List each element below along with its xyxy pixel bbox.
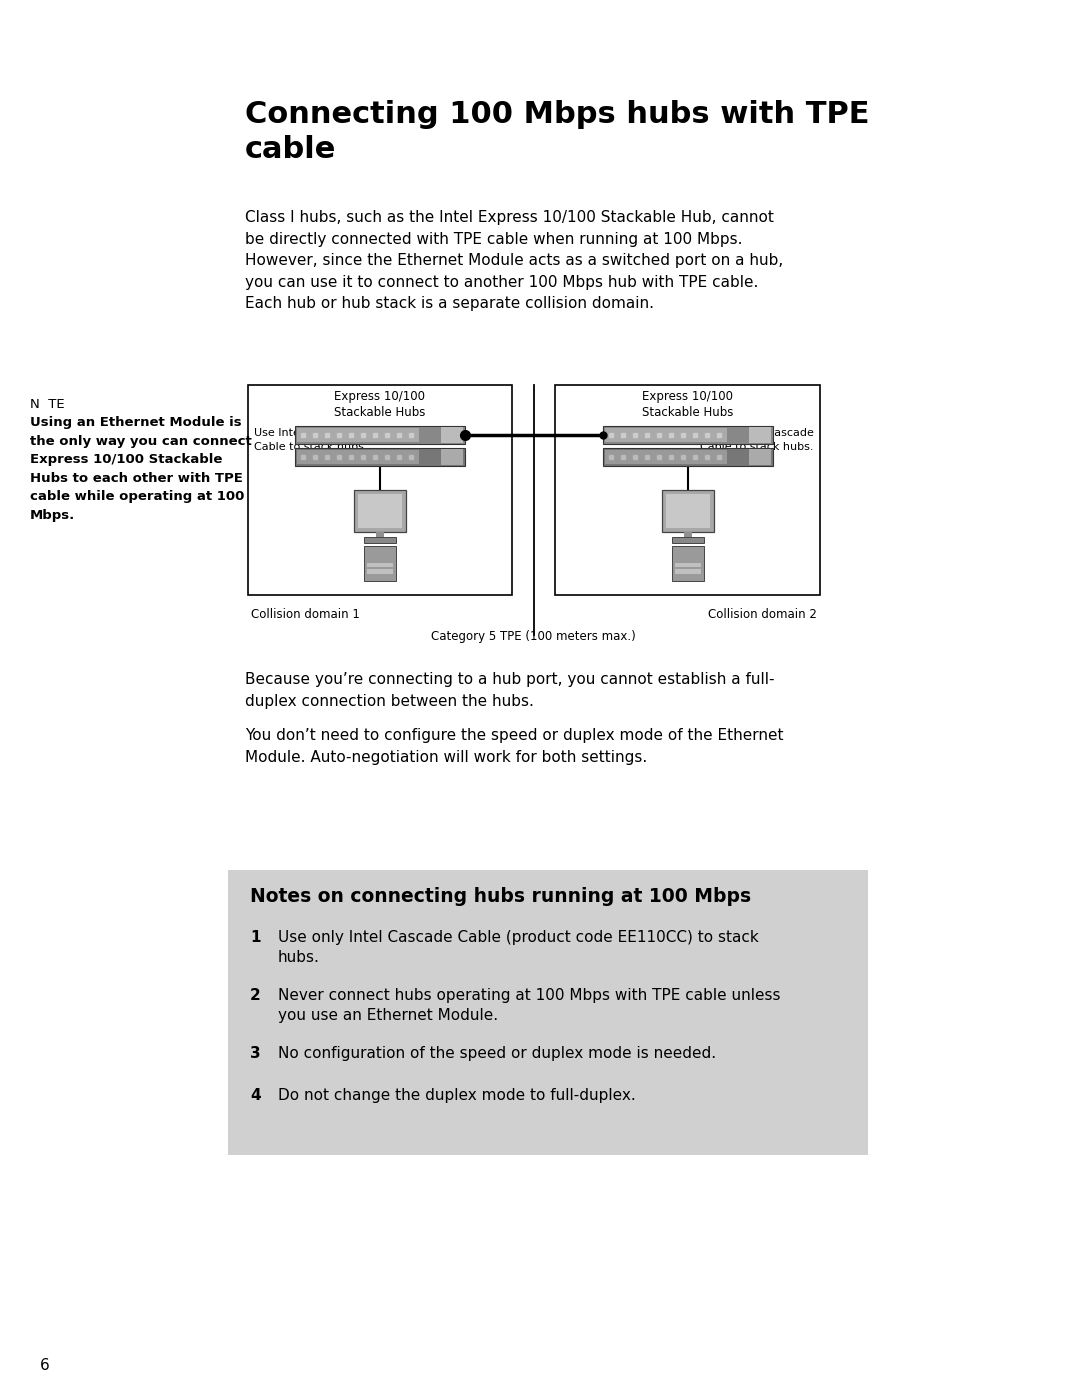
Bar xyxy=(603,426,772,444)
Bar xyxy=(684,532,691,539)
Text: 6: 6 xyxy=(40,1357,50,1373)
Text: No configuration of the speed or duplex mode is needed.: No configuration of the speed or duplex … xyxy=(278,1047,716,1060)
Text: Use Intel Cascade
Cable to stack hubs.: Use Intel Cascade Cable to stack hubs. xyxy=(254,429,367,451)
Text: You don’t need to configure the speed or duplex mode of the Ethernet
Module. Aut: You don’t need to configure the speed or… xyxy=(245,727,783,765)
Text: Express 10/100
Stackable Hubs: Express 10/100 Stackable Hubs xyxy=(642,390,733,419)
Text: N  TE: N TE xyxy=(30,398,65,411)
Bar xyxy=(295,426,465,444)
Bar xyxy=(295,448,465,466)
Bar xyxy=(376,532,384,539)
Bar xyxy=(228,870,868,1155)
Bar xyxy=(364,545,396,582)
Bar xyxy=(367,564,393,568)
Bar xyxy=(441,448,463,465)
Bar xyxy=(367,569,393,575)
Bar xyxy=(364,537,396,543)
Bar xyxy=(441,428,463,443)
Text: Never connect hubs operating at 100 Mbps with TPE cable unless
you use an Ethern: Never connect hubs operating at 100 Mbps… xyxy=(278,988,781,1023)
Bar xyxy=(605,428,727,441)
Bar xyxy=(555,384,820,595)
Bar xyxy=(748,448,770,465)
Bar xyxy=(748,428,770,443)
Text: Class I hubs, such as the Intel Express 10/100 Stackable Hub, cannot
be directly: Class I hubs, such as the Intel Express … xyxy=(245,210,783,311)
Bar xyxy=(354,490,406,532)
Bar xyxy=(297,428,419,441)
Bar xyxy=(661,490,714,532)
Bar xyxy=(675,564,701,568)
Text: Category 5 TPE (100 meters max.): Category 5 TPE (100 meters max.) xyxy=(431,630,636,643)
Bar xyxy=(248,384,512,595)
Bar xyxy=(672,545,703,582)
Text: 3: 3 xyxy=(249,1047,260,1060)
Text: 1: 1 xyxy=(249,930,260,945)
Text: Use only Intel Cascade Cable (product code EE110CC) to stack
hubs.: Use only Intel Cascade Cable (product co… xyxy=(278,930,759,966)
Text: Do not change the duplex mode to full-duplex.: Do not change the duplex mode to full-du… xyxy=(278,1088,636,1103)
Text: 4: 4 xyxy=(249,1088,260,1103)
Text: Use Intel Cascade
Cable to stack hubs.: Use Intel Cascade Cable to stack hubs. xyxy=(701,429,814,451)
Text: Express 10/100
Stackable Hubs: Express 10/100 Stackable Hubs xyxy=(335,390,426,419)
Text: Collision domain 1: Collision domain 1 xyxy=(251,608,360,620)
Text: Using an Ethernet Module is
the only way you can connect
Express 10/100 Stackabl: Using an Ethernet Module is the only way… xyxy=(30,416,252,522)
Bar xyxy=(672,537,703,543)
Bar xyxy=(297,450,419,464)
Text: 2: 2 xyxy=(249,988,260,1004)
Text: Notes on connecting hubs running at 100 Mbps: Notes on connecting hubs running at 100 … xyxy=(249,887,751,906)
Bar xyxy=(665,494,710,527)
Text: Because you’re connecting to a hub port, you cannot establish a full-
duplex con: Because you’re connecting to a hub port,… xyxy=(245,672,774,709)
Bar xyxy=(603,448,772,466)
Text: Connecting 100 Mbps hubs with TPE
cable: Connecting 100 Mbps hubs with TPE cable xyxy=(245,100,869,164)
Bar xyxy=(357,494,402,527)
Bar xyxy=(605,450,727,464)
Bar xyxy=(675,569,701,575)
Text: Collision domain 2: Collision domain 2 xyxy=(708,608,816,620)
